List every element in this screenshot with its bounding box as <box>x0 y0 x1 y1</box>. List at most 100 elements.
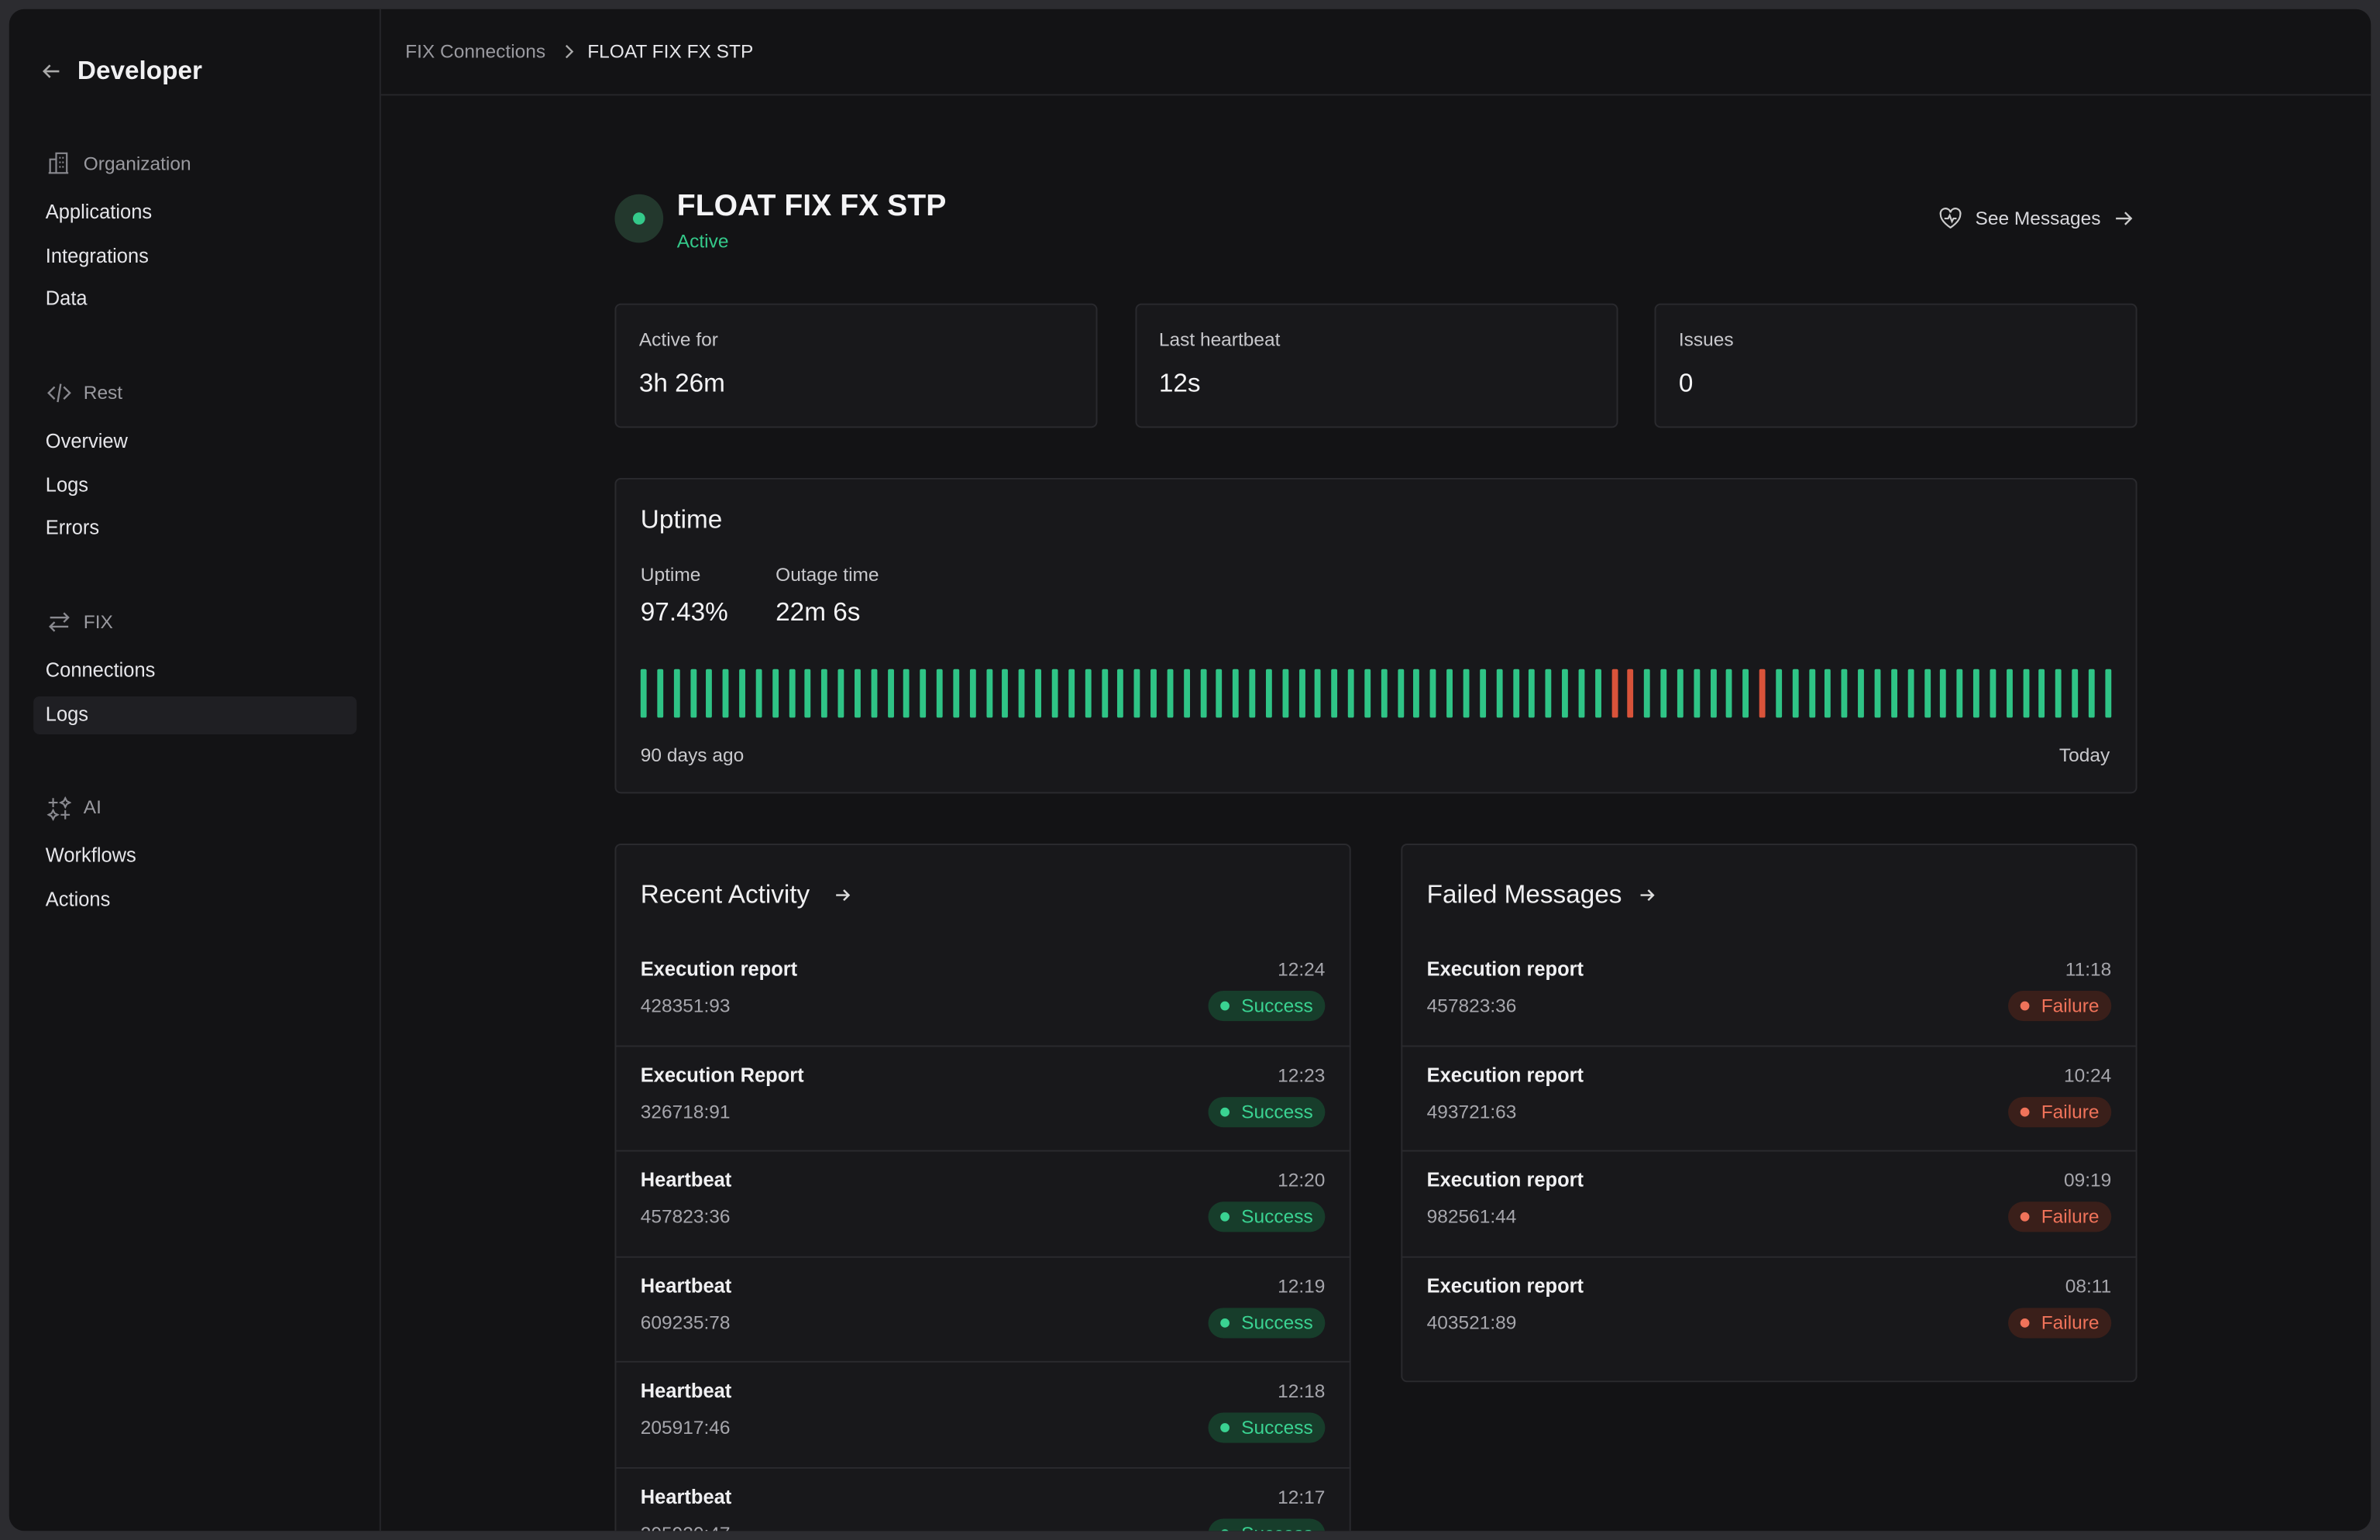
nav-item[interactable]: Actions <box>45 886 111 910</box>
row-name[interactable]: Execution report <box>1426 1062 1584 1086</box>
uptime-bar[interactable] <box>2104 669 2111 718</box>
uptime-bar[interactable] <box>1529 669 1536 718</box>
nav-item[interactable]: Overview <box>45 429 128 452</box>
uptime-bar[interactable] <box>1479 669 1486 718</box>
uptime-bar[interactable] <box>887 669 894 718</box>
uptime-bar[interactable] <box>1907 669 1914 718</box>
uptime-bar[interactable] <box>1973 669 1979 718</box>
uptime-bar[interactable] <box>1331 669 1338 718</box>
uptime-bar[interactable] <box>903 669 910 718</box>
nav-item[interactable]: Integrations <box>45 243 149 266</box>
uptime-bar[interactable] <box>1858 669 1865 718</box>
uptime-bar[interactable] <box>1463 669 1470 718</box>
uptime-bar[interactable] <box>1167 669 1174 718</box>
uptime-bar[interactable] <box>1347 669 1354 718</box>
uptime-bar[interactable] <box>837 669 844 718</box>
row-name[interactable]: Heartbeat <box>640 1168 732 1191</box>
uptime-bar[interactable] <box>640 669 647 718</box>
uptime-bar[interactable] <box>1397 669 1404 718</box>
row-name[interactable]: Execution Report <box>640 1062 804 1086</box>
nav-item[interactable]: Logs <box>45 473 89 496</box>
uptime-bar[interactable] <box>1759 669 1766 718</box>
uptime-bar[interactable] <box>2055 669 2062 718</box>
nav-item[interactable]: Applications <box>45 200 153 223</box>
uptime-bar[interactable] <box>788 669 795 718</box>
uptime-bar[interactable] <box>953 669 960 718</box>
uptime-bar[interactable] <box>1693 669 1700 718</box>
uptime-bar[interactable] <box>985 669 992 718</box>
uptime-bar[interactable] <box>1578 669 1585 718</box>
uptime-bar[interactable] <box>1150 669 1157 718</box>
uptime-bar[interactable] <box>1545 669 1552 718</box>
row-name[interactable]: Execution report <box>1426 1168 1584 1191</box>
uptime-bar[interactable] <box>1990 669 1997 718</box>
row-name[interactable]: Heartbeat <box>640 1274 732 1297</box>
nav-item[interactable]: Data <box>45 287 88 310</box>
uptime-bar[interactable] <box>1628 669 1634 718</box>
uptime-bar[interactable] <box>2088 669 2095 718</box>
uptime-bar[interactable] <box>1068 669 1075 718</box>
uptime-bar[interactable] <box>673 669 680 718</box>
uptime-bar[interactable] <box>1298 669 1305 718</box>
uptime-bar[interactable] <box>1644 669 1651 718</box>
back-icon[interactable] <box>41 60 62 81</box>
row-name[interactable]: Execution report <box>1426 957 1584 981</box>
arrow-icon[interactable] <box>835 888 851 903</box>
card-title[interactable]: Failed Messages <box>1426 879 1622 909</box>
uptime-bar[interactable] <box>1726 669 1733 718</box>
uptime-bar[interactable] <box>1874 669 1881 718</box>
uptime-bar[interactable] <box>706 669 713 718</box>
uptime-bar[interactable] <box>854 669 861 718</box>
uptime-bar[interactable] <box>656 669 663 718</box>
uptime-bar[interactable] <box>1446 669 1453 718</box>
uptime-bar[interactable] <box>1035 669 1042 718</box>
uptime-bar[interactable] <box>1101 669 1108 718</box>
uptime-bar[interactable] <box>1051 669 1058 718</box>
nav-item[interactable]: Workflows <box>45 843 136 867</box>
uptime-bar[interactable] <box>1562 669 1568 718</box>
nav-item[interactable]: Logs <box>45 702 89 725</box>
uptime-bar[interactable] <box>1381 669 1388 718</box>
uptime-bar[interactable] <box>2006 669 2013 718</box>
uptime-bar[interactable] <box>2022 669 2029 718</box>
uptime-bar[interactable] <box>1776 669 1783 718</box>
uptime-bar[interactable] <box>1413 669 1420 718</box>
uptime-bar[interactable] <box>2038 669 2045 718</box>
uptime-bar[interactable] <box>1183 669 1190 718</box>
uptime-bar[interactable] <box>1282 669 1288 718</box>
uptime-bar[interactable] <box>1742 669 1749 718</box>
sidebar-title[interactable]: Developer <box>77 56 202 85</box>
uptime-bar[interactable] <box>690 669 696 718</box>
uptime-bar[interactable] <box>1233 669 1240 718</box>
row-name[interactable]: Execution report <box>640 957 798 981</box>
uptime-bar[interactable] <box>920 669 927 718</box>
uptime-bar[interactable] <box>821 669 828 718</box>
row-name[interactable]: Heartbeat <box>640 1379 732 1402</box>
uptime-bar[interactable] <box>1512 669 1519 718</box>
uptime-bar[interactable] <box>1216 669 1223 718</box>
uptime-bar[interactable] <box>772 669 779 718</box>
uptime-bar[interactable] <box>2072 669 2079 718</box>
uptime-bar[interactable] <box>1594 669 1601 718</box>
uptime-bar[interactable] <box>969 669 976 718</box>
uptime-bar[interactable] <box>1315 669 1322 718</box>
row-name[interactable]: Heartbeat <box>640 1484 732 1507</box>
nav-item[interactable]: Errors <box>45 516 100 539</box>
uptime-bar[interactable] <box>1956 669 1963 718</box>
uptime-bar[interactable] <box>1660 669 1667 718</box>
uptime-bar[interactable] <box>1710 669 1717 718</box>
uptime-bar[interactable] <box>1364 669 1371 718</box>
uptime-bar[interactable] <box>937 669 943 718</box>
uptime-bar[interactable] <box>1265 669 1272 718</box>
uptime-bar[interactable] <box>1249 669 1256 718</box>
uptime-bar[interactable] <box>871 669 877 718</box>
uptime-bar[interactable] <box>755 669 762 718</box>
nav-item[interactable]: Connections <box>45 658 156 682</box>
uptime-bar[interactable] <box>805 669 811 718</box>
heart-icon[interactable] <box>1938 206 1962 230</box>
uptime-bar[interactable] <box>1677 669 1684 718</box>
uptime-bar[interactable] <box>1117 669 1124 718</box>
uptime-bar[interactable] <box>739 669 746 718</box>
uptime-bar[interactable] <box>1842 669 1848 718</box>
card-title[interactable]: Recent Activity <box>640 879 810 909</box>
